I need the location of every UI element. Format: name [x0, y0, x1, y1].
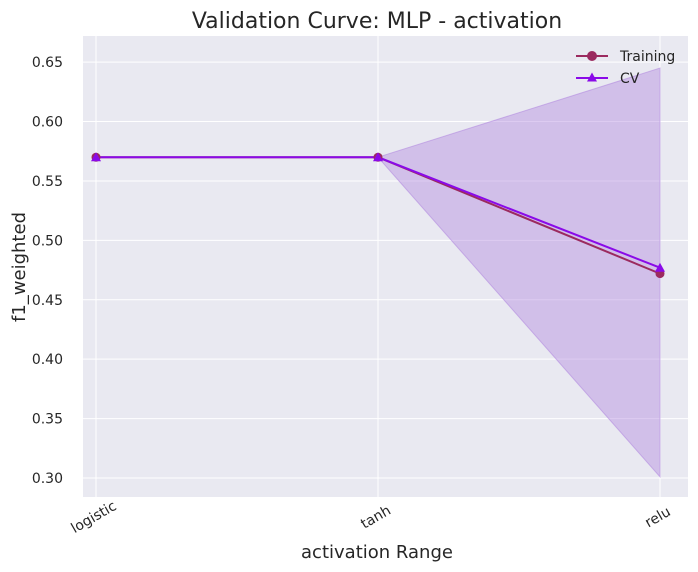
y-tick-label: 0.35	[32, 412, 63, 428]
y-tick-label: 0.60	[32, 115, 63, 131]
plot-area	[83, 36, 688, 497]
legend-item-cv: CV	[576, 71, 640, 87]
legend-label-cv: CV	[620, 71, 640, 87]
x-tick-label: logistic	[69, 498, 120, 537]
y-axis-label: f1_weighted	[9, 212, 30, 322]
y-tick-label: 0.30	[32, 471, 63, 487]
y-tick-label: 0.45	[32, 293, 63, 309]
x-axis-ticks: logistic tanh relu	[69, 498, 674, 537]
point-cv	[91, 152, 101, 162]
x-tick-label: relu	[642, 504, 673, 531]
point-cv	[373, 152, 383, 162]
x-tick-label: tanh	[358, 503, 394, 533]
legend: Training CV	[576, 49, 675, 87]
y-tick-label: 0.55	[32, 174, 63, 190]
series-markers	[91, 152, 665, 279]
y-tick-label: 0.40	[32, 352, 63, 368]
y-tick-label: 0.65	[32, 55, 63, 71]
point-cv	[655, 262, 665, 272]
chart-title: Validation Curve: MLP - activation	[192, 9, 562, 34]
y-tick-label: 0.50	[32, 233, 63, 249]
x-axis-label: activation Range	[301, 542, 453, 563]
legend-item-training: Training	[576, 49, 675, 65]
legend-label-training: Training	[619, 49, 675, 65]
y-axis-ticks: 0.30 0.35 0.40 0.45 0.50 0.55 0.60 0.65	[32, 55, 63, 487]
